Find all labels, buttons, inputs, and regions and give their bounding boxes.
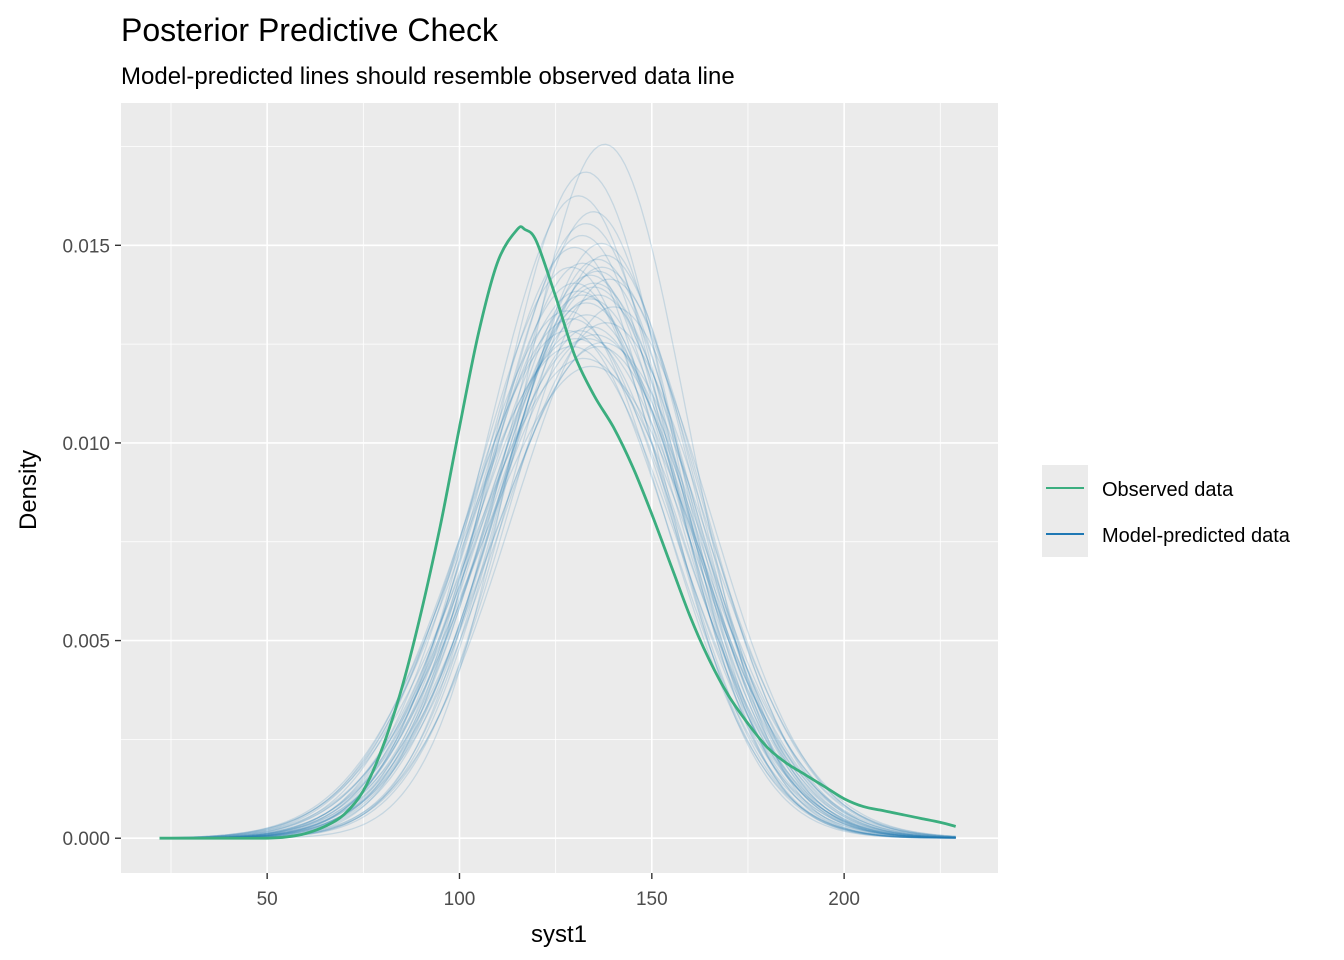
- y-tick-label-1: 0.005: [62, 632, 110, 653]
- predicted-line-7: [159, 286, 956, 839]
- predicted-line-6: [159, 337, 956, 839]
- plot-panel: [121, 103, 998, 873]
- predicted-line-37: [159, 294, 956, 839]
- x-axis-ticks: 50 100 150 200: [257, 873, 860, 910]
- predicted-line-38: [159, 337, 956, 839]
- predicted-line-23: [159, 365, 956, 839]
- x-tick-label-1: 100: [444, 889, 476, 910]
- predicted-line-35: [159, 282, 956, 839]
- predicted-line-10: [159, 195, 956, 839]
- predicted-line-5: [159, 302, 956, 839]
- predicted-line-19: [159, 222, 956, 839]
- y-tick-label-3: 0.015: [62, 236, 110, 257]
- predicted-line-14: [159, 357, 956, 839]
- predicted-line-11: [159, 345, 956, 839]
- chart-title: Posterior Predictive Check: [121, 12, 499, 48]
- predicted-line-33: [159, 341, 956, 839]
- predicted-line-3: [159, 330, 956, 839]
- legend: Observed data Model-predicted data: [1042, 465, 1291, 557]
- legend-label-predicted: Model-predicted data: [1102, 525, 1291, 547]
- predicted-line-17: [159, 282, 956, 839]
- predicted-line-1: [159, 294, 956, 839]
- predicted-line-29: [159, 314, 956, 839]
- predicted-line-31: [159, 246, 956, 839]
- x-tick-label-3: 200: [828, 889, 860, 910]
- y-axis-ticks: 0.000 0.005 0.010 0.015: [62, 236, 121, 850]
- y-tick-label-2: 0.010: [62, 434, 110, 455]
- predicted-line-20: [159, 345, 956, 839]
- legend-label-observed: Observed data: [1102, 479, 1234, 501]
- predicted-line-15: [159, 326, 956, 839]
- chart-subtitle: Model-predicted lines should resemble ob…: [121, 63, 735, 90]
- observed-density-line: [159, 225, 957, 840]
- y-tick-label-0: 0.000: [62, 829, 110, 850]
- predicted-line-32: [159, 298, 956, 839]
- predicted-line-13: [159, 266, 956, 839]
- predicted-line-26: [159, 270, 956, 839]
- predicted-line-12: [159, 310, 956, 839]
- y-axis-title: Density: [15, 450, 42, 530]
- predicted-line-36: [159, 266, 956, 839]
- predicted-line-27: [159, 330, 956, 839]
- predicted-line-18: [159, 333, 956, 839]
- x-tick-label-0: 50: [257, 889, 278, 910]
- x-axis-title: syst1: [531, 921, 587, 948]
- predicted-line-0: [159, 318, 956, 839]
- x-tick-label-2: 150: [636, 889, 668, 910]
- predicted-line-22: [159, 262, 956, 839]
- predicted-lines: [159, 143, 956, 839]
- predicted-line-34: [159, 234, 956, 839]
